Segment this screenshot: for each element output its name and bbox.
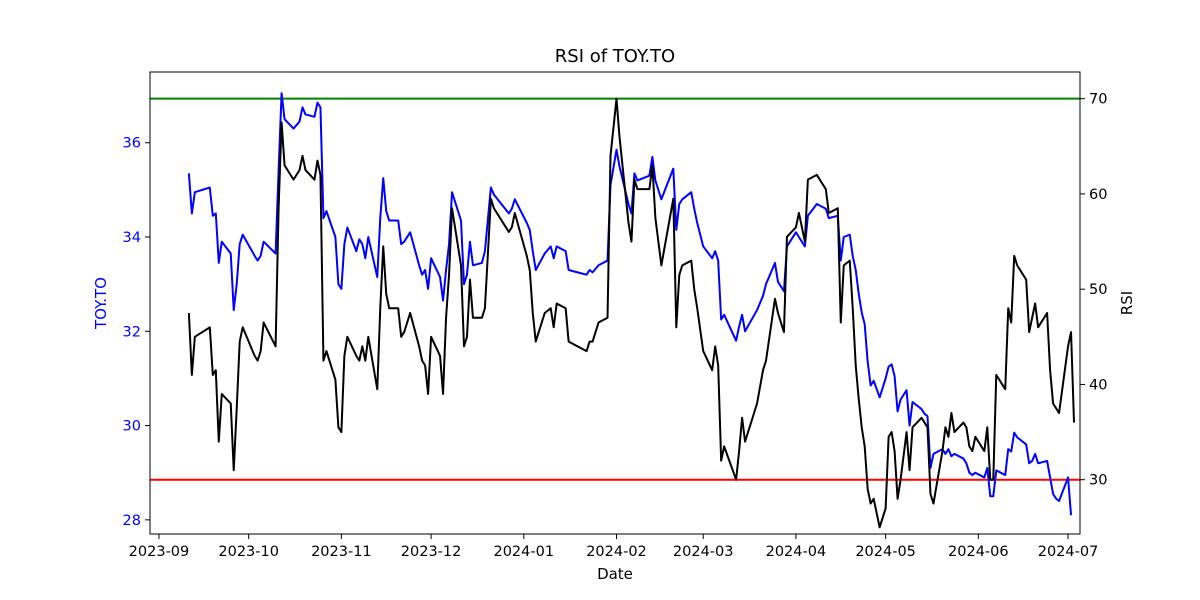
x-tick-label: 2023-11 [311, 544, 372, 560]
x-tick-label: 2024-02 [586, 544, 647, 560]
rsi-series-line [187, 97, 1076, 529]
y-left-tick-label: 30 [123, 419, 141, 435]
y-axis-right-title: RSI [1118, 291, 1136, 315]
y-left-tick-label: 28 [123, 513, 141, 529]
y-axis-left-title: TOY.TO [92, 277, 110, 330]
x-tick-label: 2024-05 [855, 544, 916, 560]
y-right-tick-label: 40 [1089, 377, 1107, 393]
threshold-lines [150, 97, 1080, 481]
y-axis-right: 30 40 50 60 70 [1080, 92, 1107, 489]
price-series-line [187, 92, 1073, 516]
y-axis-left: 28 30 32 34 36 [123, 136, 150, 529]
y-left-tick-label: 34 [123, 230, 141, 246]
series-layer [187, 92, 1076, 529]
x-tick-label: 2024-03 [673, 544, 734, 560]
y-right-tick-label: 70 [1089, 92, 1107, 108]
x-tick-label: 2024-04 [766, 544, 827, 560]
x-tick-label: 2024-07 [1038, 544, 1099, 560]
x-axis-title: Date [597, 565, 633, 583]
y-right-tick-label: 50 [1089, 282, 1107, 298]
chart-title: RSI of TOY.TO [555, 46, 675, 67]
y-left-tick-label: 32 [123, 324, 141, 340]
x-axis: 2023-09 2023-10 2023-11 2023-12 2024-01 2024-… [129, 534, 1099, 560]
x-tick-label: 2024-06 [948, 544, 1009, 560]
x-tick-label: 2024-01 [493, 544, 554, 560]
x-tick-label: 2023-10 [218, 544, 279, 560]
y-left-tick-label: 36 [123, 136, 141, 152]
x-tick-label: 2023-09 [129, 544, 190, 560]
plot-frame [149, 71, 1081, 535]
y-right-tick-label: 30 [1089, 473, 1107, 489]
x-tick-label: 2023-12 [401, 544, 462, 560]
y-right-tick-label: 60 [1089, 187, 1107, 203]
